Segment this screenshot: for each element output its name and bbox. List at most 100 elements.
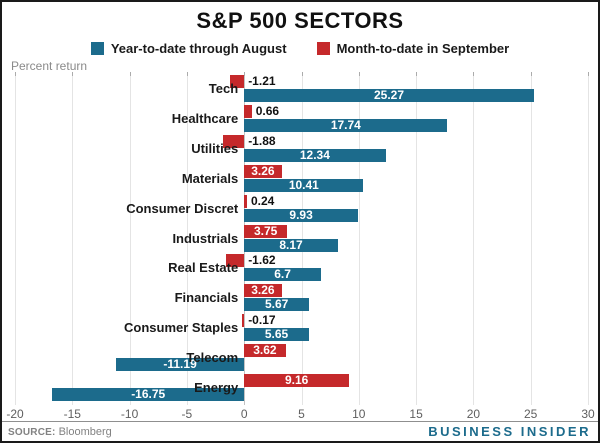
bar-value-ytd-telecom: -11.19: [163, 357, 197, 372]
axis-tick: [15, 72, 16, 76]
x-tick-label: -5: [181, 407, 193, 421]
gridline: [129, 74, 131, 405]
bar-value-ytd-financials: 5.67: [264, 297, 289, 312]
bar-value-mtd-utilities: -1.88: [248, 133, 276, 148]
bar-mtd-tech: [230, 75, 245, 88]
category-label-real-estate: Real Estate: [168, 260, 239, 276]
axis-tick: [588, 72, 589, 76]
bar-value-mtd-real-estate: -1.62: [248, 253, 276, 268]
bar-mtd-industrials: [244, 224, 288, 238]
bar-value-mtd-materials: 3.26: [251, 163, 275, 178]
bar-value-ytd-healthcare: 17.74: [330, 117, 361, 132]
bar-mtd-financials: [244, 284, 282, 298]
category-label-materials: Materials: [181, 170, 239, 186]
bar-value-ytd-real-estate: 6.7: [274, 267, 291, 282]
bar-ytd-consumer-staples: [244, 328, 309, 342]
axis-tick: [244, 72, 246, 76]
x-tick-label: 30: [581, 407, 595, 421]
axis-caption: Percent return: [11, 59, 88, 73]
bar-ytd-energy: [52, 388, 245, 401]
bar-ytd-consumer-discret: [244, 208, 358, 222]
legend-label-ytd: Year-to-date through August: [110, 41, 287, 56]
category-label-healthcare: Healthcare: [171, 110, 239, 126]
footer-divider: [2, 421, 598, 422]
bar-mtd-energy: [244, 374, 350, 387]
bar-mtd-materials: [244, 164, 282, 178]
bar-value-ytd-energy: -16.75: [131, 387, 166, 401]
bar-mtd-real-estate: [225, 254, 245, 268]
gridline: [358, 74, 360, 405]
axis-tick: [530, 72, 532, 76]
bar-mtd-consumer-staples: [242, 314, 245, 328]
bar-ytd-industrials: [244, 238, 338, 252]
bar-value-mtd-consumer-staples: -0.17: [248, 313, 276, 328]
category-label-utilities: Utilities: [191, 140, 239, 156]
category-label-financials: Financials: [174, 290, 239, 306]
x-tick-label: 5: [298, 407, 305, 421]
category-label-energy: Energy: [194, 380, 239, 395]
x-tick-label: 15: [409, 407, 423, 421]
x-tick-label: 20: [466, 407, 481, 421]
bar-ytd-tech: [244, 89, 534, 102]
bar-value-mtd-financials: 3.26: [251, 283, 275, 298]
bar-value-mtd-tech: -1.21: [248, 74, 276, 88]
bar-value-mtd-energy: 9.16: [284, 373, 309, 387]
bar-ytd-healthcare: [244, 118, 448, 132]
category-label-consumer-staples: Consumer Staples: [124, 320, 239, 336]
legend-label-mtd: Month-to-date in September: [336, 41, 510, 56]
bar-ytd-utilities: [244, 148, 386, 162]
ytd-swatch-icon: [90, 42, 104, 55]
bar-value-ytd-tech: 25.27: [373, 88, 404, 102]
source-label: SOURCE:: [8, 426, 56, 438]
axis-tick: [358, 72, 360, 76]
axis-tick: [186, 72, 188, 76]
gridline: [473, 74, 475, 405]
bar-value-mtd-industrials: 3.75: [253, 223, 278, 238]
gridline: [72, 74, 74, 405]
gridline: [530, 74, 532, 405]
legend-item-mtd: Month-to-date in September: [316, 41, 510, 56]
gridline: [416, 74, 418, 405]
bar-value-mtd-healthcare: 0.66: [255, 103, 280, 118]
bar-value-ytd-consumer-staples: 5.65: [264, 327, 289, 342]
axis-tick: [129, 72, 131, 76]
bar-value-ytd-utilities: 12.34: [299, 147, 330, 162]
source-value: Bloomberg: [58, 425, 112, 438]
bar-mtd-healthcare: [244, 104, 252, 118]
bar-ytd-real-estate: [244, 268, 321, 282]
chart-title: S&P 500 SECTORS: [196, 8, 404, 33]
gridline: [588, 74, 589, 405]
gridline: [15, 74, 16, 405]
x-tick-label: -15: [63, 407, 81, 421]
bar-value-mtd-consumer-discret: 0.24: [250, 193, 275, 208]
legend-item-ytd: Year-to-date through August: [90, 41, 287, 56]
footer: SOURCE: Bloomberg BUSINESS INSIDER: [2, 422, 598, 441]
bar-ytd-telecom: [115, 358, 245, 372]
bar-ytd-materials: [244, 178, 364, 192]
category-label-telecom: Telecom: [186, 350, 239, 366]
category-label-industrials: Industrials: [172, 230, 239, 246]
category-label-consumer-discret: Consumer Discret: [126, 200, 239, 216]
axis-tick: [416, 72, 418, 76]
bar-value-ytd-materials: 10.41: [288, 177, 319, 192]
bar-value-ytd-consumer-discret: 9.93: [289, 207, 313, 222]
source-credit: SOURCE: Bloomberg: [8, 426, 112, 438]
bar-mtd-consumer-discret: [244, 194, 247, 208]
x-tick-label: 25: [524, 407, 538, 421]
x-tick-label: -20: [6, 407, 24, 421]
x-tick-label: 10: [352, 407, 366, 421]
gridline: [186, 74, 188, 405]
axis-tick: [301, 72, 303, 76]
category-label-tech: Tech: [208, 81, 239, 96]
bar-value-ytd-industrials: 8.17: [279, 237, 303, 252]
legend: Year-to-date through August Month-to-dat…: [2, 41, 598, 56]
mtd-swatch-icon: [316, 42, 330, 55]
bar-mtd-utilities: [222, 134, 245, 148]
business-insider-logo: BUSINESS INSIDER: [428, 424, 591, 439]
bar-ytd-financials: [244, 298, 310, 312]
bar-value-mtd-telecom: 3.62: [253, 343, 277, 358]
x-tick-label: -10: [120, 407, 139, 421]
axis-tick: [473, 72, 475, 76]
